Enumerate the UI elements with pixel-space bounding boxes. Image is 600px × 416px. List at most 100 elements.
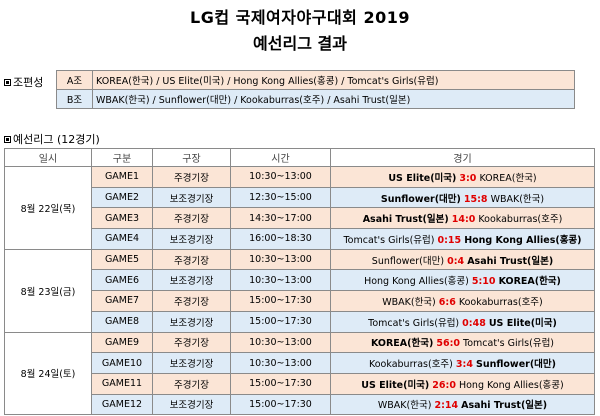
home-team: WBAK(한국) [377, 400, 432, 412]
away-team: Kookaburras(호주) [478, 214, 563, 226]
table-row: GAME3 주경기장 14:30~17:00 Asahi Trust(일본) 14:0… [5, 207, 595, 230]
groups-table: A조 KOREA(한국) / US Elite(미국) / Hong Kong … [56, 70, 575, 109]
venue-cell: 주경기장 [152, 331, 231, 354]
table-row: GAME4 보조경기장 16:00~18:30 Tomcat's Girls(유럽) … [5, 228, 595, 250]
match-cell: Sunflower(대만) 15:8 WBAK(한국) [330, 186, 595, 209]
home-team: Tomcat's Girls(유럽) [368, 317, 460, 329]
home-team: Kookaburras(호주) [368, 359, 453, 371]
table-row: GAME7 주경기장 15:00~17:30 WBAK(한국) 6:6 Kookabu… [5, 290, 595, 312]
day-cell: 8월 23일(금) [4, 248, 92, 333]
header-time: 시간 [230, 148, 331, 167]
score: 5:10 [471, 276, 496, 288]
score: 2:14 [434, 400, 459, 412]
day-cell: 8월 22일(목) [4, 166, 92, 250]
venue-cell: 보조경기장 [152, 393, 231, 416]
home-team: US Elite(미국) [361, 379, 430, 391]
group-teams: KOREA(한국) / US Elite(미국) / Hong Kong All… [92, 70, 575, 90]
game-id-cell: GAME12 [91, 393, 153, 416]
venue-cell: 주경기장 [152, 207, 231, 230]
home-team: Tomcat's Girls(유럽) [343, 234, 435, 246]
time-cell: 15:00~17:30 [230, 393, 331, 416]
header-match: 경기 [330, 148, 595, 167]
results-table: 일시 구분 구장 시간 경기 8월 22일(목) GAME1 주경기장 10:30~1… [4, 148, 595, 416]
score: 6:6 [438, 296, 456, 308]
away-team: Hong Kong Allies(홍콩) [464, 234, 582, 246]
time-cell: 16:00~18:30 [230, 228, 331, 250]
prelim-section-label: 예선리그 (12경기) [4, 131, 100, 147]
page-subtitle: 예선리그 결과 [253, 34, 347, 53]
home-team: Asahi Trust(일본) [362, 214, 449, 226]
venue-cell: 보조경기장 [152, 228, 231, 250]
game-id-cell: GAME8 [91, 310, 153, 333]
table-row: GAME2 보조경기장 12:30~15:00 Sunflower(대만) 15:8 … [5, 186, 595, 209]
venue-cell: 주경기장 [152, 166, 231, 188]
game-id-cell: GAME11 [91, 372, 153, 395]
match-cell: Kookaburras(호주) 3:4 Sunflower(대만) [330, 352, 595, 374]
venue-cell: 보조경기장 [152, 186, 231, 209]
game-id-cell: GAME2 [91, 186, 153, 209]
group-teams: WBAK(한국) / Sunflower(대만) / Kookaburras(호… [92, 89, 575, 109]
match-cell: Hong Kong Allies(홍콩) 5:10 KOREA(한국) [330, 269, 595, 292]
group-name: B조 [56, 89, 93, 109]
match-cell: WBAK(한국) 6:6 Kookaburras(호주) [330, 290, 595, 312]
away-team: KOREA(한국) [498, 276, 561, 288]
table-row: GAME11 주경기장 15:00~17:30 US Elite(미국) 26:0 H… [5, 372, 595, 395]
venue-cell: 주경기장 [152, 248, 231, 271]
results-body: 8월 22일(목) GAME1 주경기장 10:30~13:00 US Elite(미국… [4, 166, 595, 416]
table-row: GAME6 보조경기장 10:30~13:00 Hong Kong Allies(홍콩… [5, 269, 595, 292]
match-cell: Tomcat's Girls(유럽) 0:48 US Elite(미국) [330, 310, 595, 333]
match-cell: Asahi Trust(일본) 14:0 Kookaburras(호주) [330, 207, 595, 230]
table-row: GAME12 보조경기장 15:00~17:30 WBAK(한국) 2:14 Asah… [5, 393, 595, 416]
venue-cell: 보조경기장 [152, 269, 231, 292]
match-cell: Sunflower(대만) 0:4 Asahi Trust(일본) [330, 248, 595, 271]
score: 15:8 [463, 193, 488, 205]
group-name: A조 [56, 70, 93, 90]
table-row: 8월 24일(토) GAME9 주경기장 10:30~13:00 KOREA(한국) 5… [4, 331, 595, 416]
square-bullet-icon [4, 79, 11, 86]
away-team: Sunflower(대만) [475, 359, 556, 371]
header-venue: 구장 [152, 148, 231, 167]
score: 0:4 [447, 255, 465, 267]
game-id-cell: GAME10 [91, 352, 153, 374]
match-cell: Tomcat's Girls(유럽) 0:15 Hong Kong Allies… [330, 228, 595, 250]
game-id-cell: GAME5 [91, 248, 153, 271]
away-team: Hong Kong Allies(홍콩) [458, 379, 564, 391]
game-id-cell: GAME1 [91, 166, 153, 188]
score: 26:0 [432, 379, 456, 391]
table-row: GAME10 보조경기장 10:30~13:00 Kookaburras(호주) 3:… [5, 352, 595, 374]
header-game: 구분 [91, 148, 153, 167]
table-row: 8월 22일(목) GAME1 주경기장 10:30~13:00 US Elite(미국… [4, 166, 595, 250]
game-id-cell: GAME7 [91, 290, 153, 312]
away-team: US Elite(미국) [488, 317, 557, 329]
match-cell: US Elite(미국) 26:0 Hong Kong Allies(홍콩) [330, 372, 595, 395]
match-cell: WBAK(한국) 2:14 Asahi Trust(일본) [330, 393, 595, 416]
time-cell: 15:00~17:30 [230, 290, 331, 312]
groups-section-label: 조편성 [4, 74, 43, 90]
home-team: Hong Kong Allies(홍콩) [364, 276, 469, 288]
home-team: Sunflower(대만) [371, 255, 445, 267]
time-cell: 10:30~13:00 [230, 331, 331, 354]
time-cell: 10:30~13:00 [230, 352, 331, 374]
table-row: 8월 23일(금) GAME5 주경기장 10:30~13:00 Sunflower(대… [4, 248, 595, 333]
venue-cell: 보조경기장 [152, 310, 231, 333]
home-team: US Elite(미국) [388, 172, 457, 184]
time-cell: 14:30~17:00 [230, 207, 331, 230]
time-cell: 10:30~13:00 [230, 269, 331, 292]
venue-cell: 주경기장 [152, 372, 231, 395]
venue-cell: 보조경기장 [152, 352, 231, 374]
page-title: LG컵 국제여자야구대회 2019 [190, 8, 410, 27]
away-team: KOREA(한국) [479, 172, 537, 184]
group-row: B조 WBAK(한국) / Sunflower(대만) / Kookaburra… [56, 89, 575, 109]
time-cell: 12:30~15:00 [230, 186, 331, 209]
time-cell: 10:30~13:00 [230, 248, 331, 271]
home-team: Sunflower(대만) [380, 193, 461, 205]
score: 14:0 [451, 214, 476, 226]
home-team: KOREA(한국) [370, 338, 434, 350]
match-cell: US Elite(미국) 3:0 KOREA(한국) [330, 166, 595, 188]
game-id-cell: GAME9 [91, 331, 153, 354]
venue-cell: 주경기장 [152, 290, 231, 312]
score: 56:0 [436, 338, 460, 350]
time-cell: 15:00~17:30 [230, 310, 331, 333]
score: 0:15 [437, 234, 462, 246]
